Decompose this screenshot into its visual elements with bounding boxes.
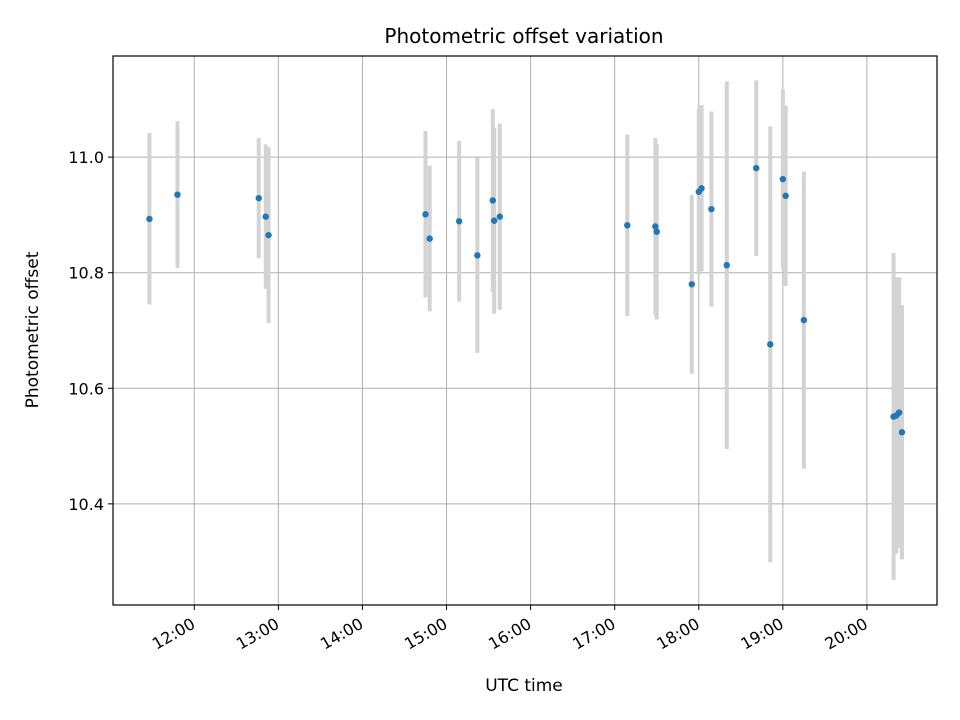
data-point: [779, 175, 787, 183]
plot-area: [113, 56, 937, 605]
chart-title: Photometric offset variation: [384, 24, 663, 48]
data-point: [800, 316, 808, 324]
data-point: [496, 213, 503, 220]
data-point: [898, 429, 906, 436]
data-point: [708, 205, 715, 213]
data-points: [146, 164, 906, 436]
data-point: [688, 281, 695, 288]
data-point: [653, 228, 660, 235]
data-point: [652, 223, 659, 230]
y-axis-ticks: 10.4 10.6 10.8 11.0: [68, 148, 113, 514]
y-tick-label: 11.0: [68, 148, 104, 167]
y-axis-label: Photometric offset: [23, 251, 43, 408]
data-point: [255, 194, 262, 202]
data-point: [146, 215, 153, 223]
y-tick-label: 10.6: [68, 379, 104, 398]
data-point: [698, 185, 705, 192]
data-point: [262, 213, 269, 220]
data-point: [490, 217, 498, 224]
data-point: [782, 192, 789, 200]
data-point: [723, 261, 730, 269]
x-axis-label: UTC time: [485, 676, 563, 696]
data-point: [455, 218, 463, 225]
data-point: [489, 197, 496, 204]
y-tick-label: 10.4: [68, 495, 104, 514]
data-point: [265, 231, 272, 239]
data-point: [895, 409, 903, 416]
data-point: [422, 211, 429, 218]
plot-frame: [112, 55, 938, 606]
data-point: [767, 341, 774, 348]
data-point: [624, 222, 631, 229]
data-point: [753, 164, 760, 172]
data-point: [474, 252, 481, 259]
y-tick-label: 10.8: [68, 264, 104, 283]
data-point: [174, 191, 181, 198]
data-point: [426, 235, 433, 242]
